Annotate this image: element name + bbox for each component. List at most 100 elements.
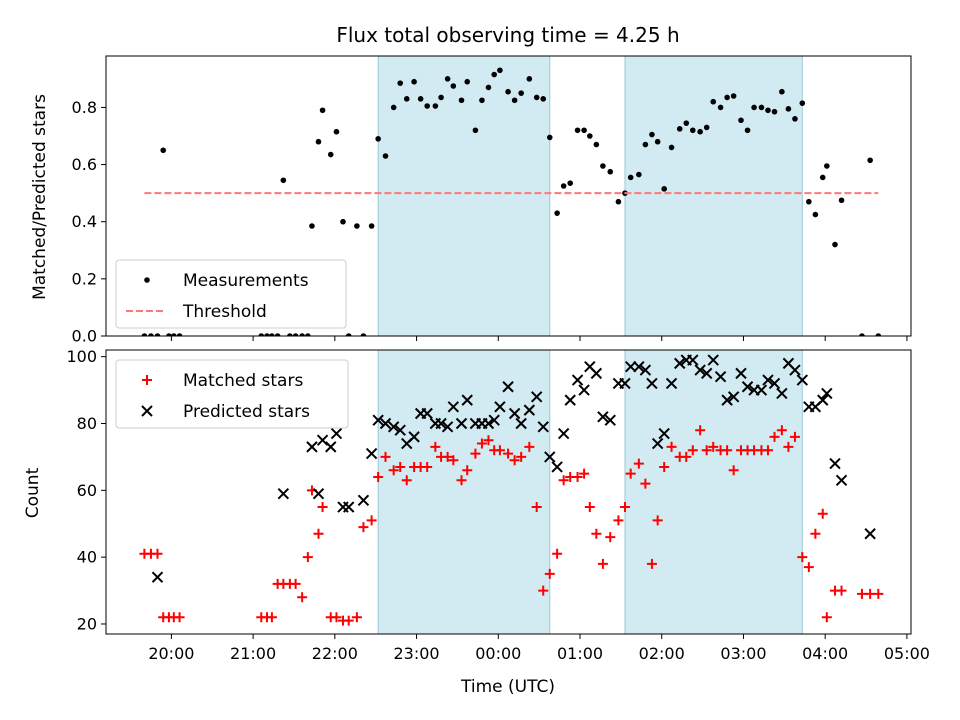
bottom-predicted-point <box>488 414 500 426</box>
top-point <box>505 88 511 95</box>
bottom-predicted-point <box>379 417 392 430</box>
top-point <box>171 333 177 336</box>
bottom-predicted-point <box>455 417 468 430</box>
top-point <box>812 211 819 218</box>
bottom-predicted-point <box>277 487 290 500</box>
bottom-matched-point <box>558 475 569 486</box>
bottom-predicted-point <box>604 414 616 426</box>
bottom-matched-point <box>605 532 616 543</box>
bottom-predicted-point <box>835 474 848 487</box>
top-shaded-interval <box>377 55 551 337</box>
bottom-predicted-point <box>639 364 652 376</box>
top-point <box>411 78 417 85</box>
bottom-matched-point <box>666 441 677 452</box>
top-legend-label: Measurements <box>183 271 309 291</box>
top-point <box>511 97 518 104</box>
x-tick-label: 01:00 <box>557 644 603 663</box>
top-point <box>287 333 293 336</box>
bottom-matched-point <box>695 425 706 436</box>
bottom-predicted-point <box>447 401 460 413</box>
bottom-predicted-point <box>312 487 325 500</box>
top-point <box>438 94 444 101</box>
top-point <box>327 151 334 158</box>
top-y-tick-label: 0.8 <box>72 98 97 117</box>
bottom-matched-point <box>659 461 670 472</box>
top-point <box>540 96 547 102</box>
top-point <box>280 177 287 184</box>
bottom-matched-point <box>544 568 555 579</box>
top-point <box>533 94 540 101</box>
bottom-predicted-point <box>482 417 495 430</box>
bottom-matched-point <box>430 441 441 452</box>
bottom-predicted-point <box>441 421 454 433</box>
x-tick-label: 05:00 <box>884 644 930 663</box>
top-point <box>141 333 148 336</box>
bottom-matched-point <box>331 612 342 623</box>
bottom-predicted-point <box>544 451 556 463</box>
top-point <box>832 241 838 248</box>
top-point <box>799 100 806 106</box>
bottom-predicted-point <box>578 384 590 396</box>
top-point <box>309 223 315 229</box>
bottom-matched-point <box>591 528 602 539</box>
bottom-predicted-point <box>387 421 400 433</box>
top-point <box>758 104 765 111</box>
bottom-matched-point <box>652 515 663 526</box>
top-point <box>697 128 703 135</box>
top-point <box>340 218 346 225</box>
top-point <box>554 210 560 216</box>
bottom-predicted-point <box>721 394 733 406</box>
top-axes-frame <box>105 55 912 337</box>
bottom-matched-point <box>290 578 301 589</box>
bottom-shaded-interval <box>624 349 803 635</box>
bottom-matched-point <box>769 431 780 442</box>
x-tick-label: 22:00 <box>312 644 358 663</box>
bottom-predicted-point <box>316 434 329 446</box>
bottom-matched-point <box>728 465 739 476</box>
bottom-predicted-point <box>727 391 740 403</box>
bottom-matched-point <box>509 455 520 466</box>
top-point <box>785 106 792 112</box>
top-point <box>305 333 311 336</box>
x-tick-label: 04:00 <box>802 644 848 663</box>
bottom-matched-point <box>619 502 630 513</box>
bottom-predicted-point <box>597 411 609 423</box>
bottom-matched-point <box>297 592 308 603</box>
bottom-matched-point <box>552 548 563 559</box>
top-point <box>397 80 404 86</box>
top-point <box>485 84 492 91</box>
bottom-predicted-point <box>768 377 781 390</box>
bottom-matched-point <box>817 508 828 519</box>
bottom-y-tick-label: 100 <box>66 347 97 366</box>
top-point <box>518 90 524 96</box>
top-point <box>824 163 830 169</box>
top-point <box>859 333 865 336</box>
top-point <box>581 127 587 134</box>
bottom-legend-marker <box>142 375 152 385</box>
top-point <box>649 131 655 138</box>
top-point <box>360 333 367 336</box>
bottom-predicted-point <box>590 367 603 380</box>
x-tick-label: 00:00 <box>475 644 521 663</box>
bottom-matched-point <box>442 451 453 462</box>
bottom-matched-point <box>302 552 313 563</box>
bottom-legend-box <box>115 359 349 429</box>
top-point <box>717 104 724 111</box>
bottom-predicted-point <box>651 437 664 450</box>
chart-title: Flux total observing time = 4.25 h <box>336 23 679 47</box>
bottom-y-axis-label: Count <box>23 467 43 518</box>
x-tick-label: 23:00 <box>394 644 440 663</box>
bottom-matched-point <box>313 528 324 539</box>
bottom-legend-marker <box>141 405 153 417</box>
bottom-matched-point <box>803 562 814 573</box>
top-point <box>703 124 710 131</box>
top-point <box>838 197 845 204</box>
bottom-matched-point <box>388 465 399 476</box>
bottom-matched-point <box>531 502 542 513</box>
top-point <box>432 103 439 109</box>
bottom-predicted-point <box>762 374 774 386</box>
bottom-matched-point <box>456 475 467 486</box>
top-point <box>661 186 667 192</box>
top-point <box>154 333 161 336</box>
bottom-predicted-point <box>646 377 658 390</box>
